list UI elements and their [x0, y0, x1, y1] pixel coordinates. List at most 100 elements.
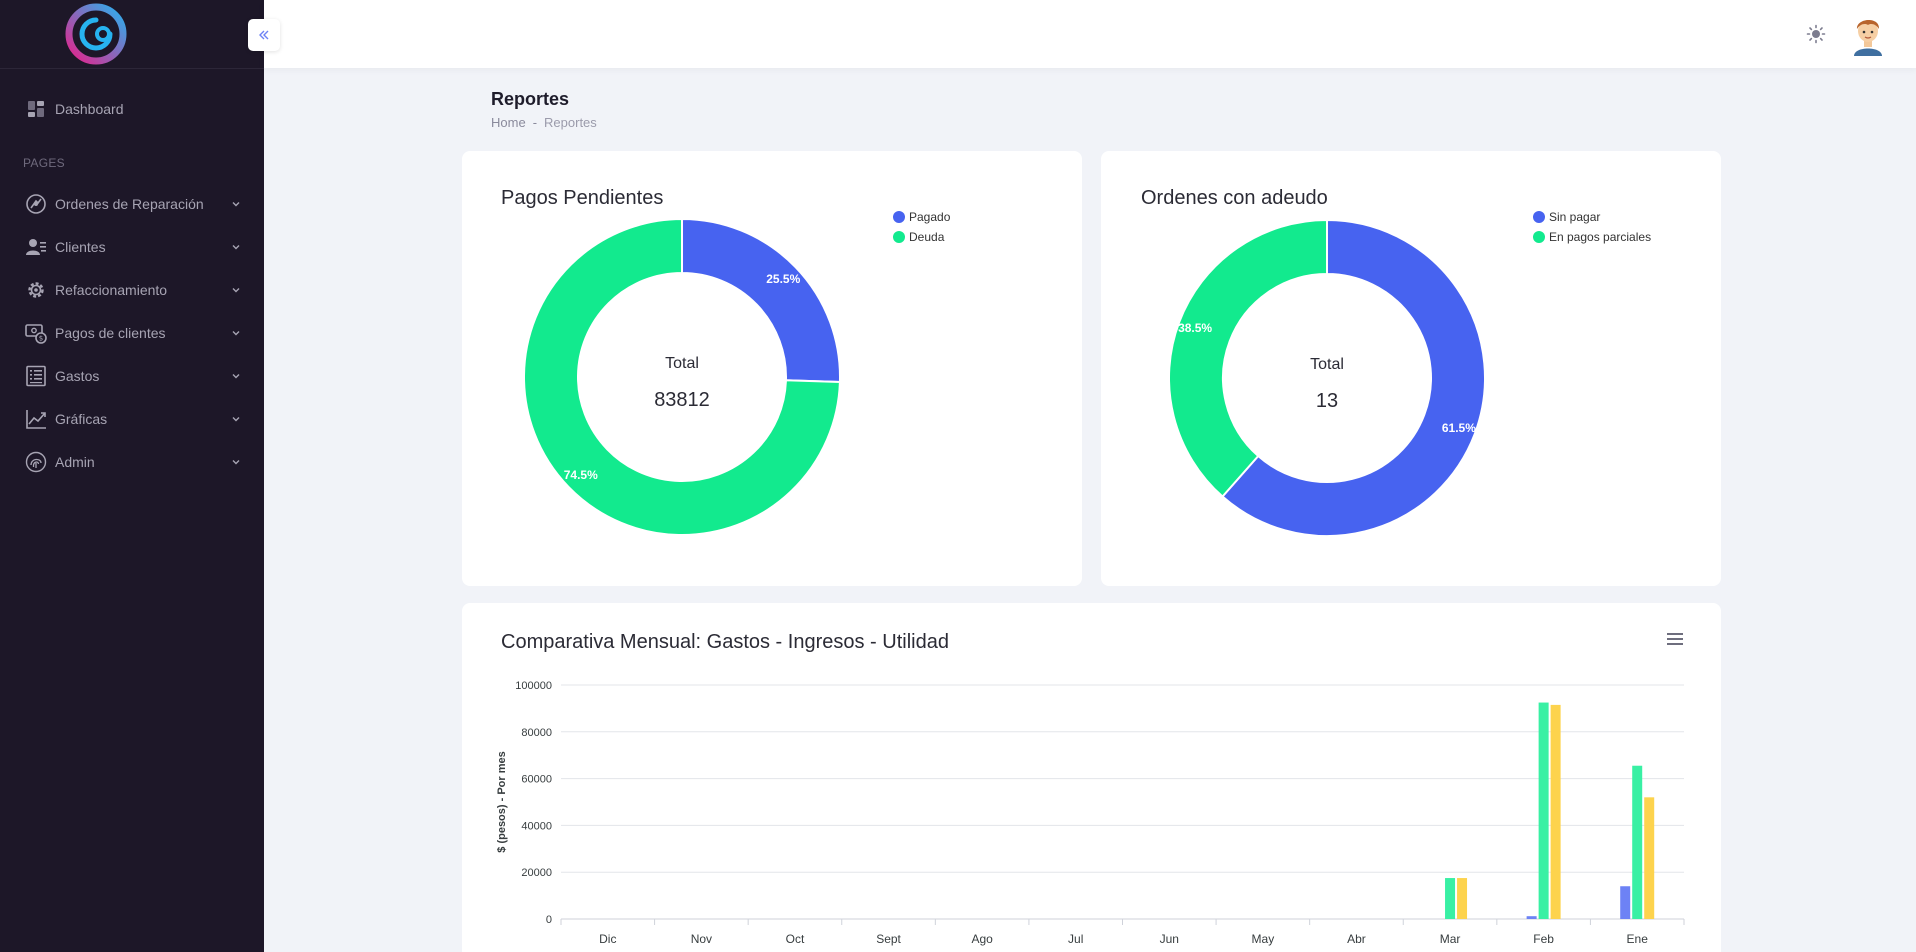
y-tick-label: 0 — [546, 914, 552, 926]
pagos-pendientes-card: Pagos Pendientes 25.5% 74.5% Total 83812 … — [462, 151, 1082, 586]
ordenes-adeudo-card: Ordenes con adeudo 61.5% 38.5% Total 13 S… — [1101, 151, 1721, 586]
legend-label: Pagado — [909, 210, 951, 224]
chart-legend: Sin pagar En pagos parciales — [1533, 207, 1651, 247]
donut-center-label: Total 13 — [1247, 356, 1407, 413]
app-logo[interactable] — [64, 2, 128, 66]
sidebar-item-pagos[interactable]: $ Pagos de clientes — [0, 311, 264, 354]
legend-item-pagos-parciales[interactable]: En pagos parciales — [1533, 227, 1651, 247]
sidebar-item-label: Admin — [55, 453, 95, 470]
bar[interactable] — [1644, 797, 1655, 919]
slice-value-label: 74.5% — [564, 468, 598, 482]
sun-icon — [1806, 24, 1826, 44]
page-title: Reportes — [491, 89, 570, 109]
legend-item-sin-pagar[interactable]: Sin pagar — [1533, 207, 1651, 227]
donut-center-value: 13 — [1315, 390, 1339, 412]
x-tick-label: Jul — [1068, 932, 1083, 946]
chevron-down-icon — [230, 284, 242, 296]
comparativa-mensual-card: Comparativa Mensual: Gastos - Ingresos -… — [462, 603, 1721, 952]
payments-icon: $ — [24, 321, 48, 345]
x-tick-label: Dic — [599, 932, 616, 946]
sidebar-item-graficas[interactable]: Gráficas — [0, 397, 264, 440]
y-axis-label: $ (pesos) - Por mes — [496, 751, 508, 852]
sidebar-item-ordenes[interactable]: Ordenes de Reparación — [0, 182, 264, 225]
donut-slice[interactable] — [1168, 218, 1328, 498]
chart-menu-button[interactable] — [1665, 629, 1685, 649]
donut-center-title: Total — [665, 355, 699, 372]
ordenes-adeudo-donut: 61.5% 38.5% — [1168, 218, 1486, 537]
legend-label: Sin pagar — [1549, 210, 1601, 224]
sidebar-item-clientes[interactable]: Clientes — [0, 225, 264, 268]
y-tick-label: 80000 — [521, 727, 552, 739]
sidebar-item-dashboard[interactable]: Dashboard — [0, 87, 264, 130]
bar[interactable] — [1550, 704, 1561, 919]
y-tick-label: 40000 — [521, 820, 552, 832]
bar[interactable] — [1457, 878, 1468, 919]
hamburger-menu-icon — [1667, 633, 1683, 645]
donut-slice[interactable] — [1221, 218, 1486, 537]
sidebar-item-label: Dashboard — [55, 100, 124, 117]
bar[interactable] — [1620, 886, 1631, 919]
fingerprint-icon — [24, 450, 48, 474]
legend-marker — [893, 231, 905, 243]
donut-center-title: Total — [1310, 356, 1344, 373]
legend-item-pagado[interactable]: Pagado — [893, 207, 950, 227]
legend-marker — [1533, 231, 1545, 243]
user-avatar[interactable] — [1846, 12, 1890, 56]
breadcrumb-home-link[interactable]: Home — [491, 115, 526, 130]
donut-slice[interactable] — [523, 217, 841, 536]
sidebar-item-label: Gastos — [55, 367, 100, 384]
chart-title: Comparativa Mensual: Gastos - Ingresos -… — [501, 631, 949, 653]
chevron-down-icon — [230, 241, 242, 253]
bar[interactable] — [1445, 878, 1456, 919]
expenses-icon — [24, 364, 48, 388]
y-tick-label: 60000 — [521, 774, 552, 786]
breadcrumb-separator: - — [532, 115, 538, 130]
chart-line-icon — [24, 407, 48, 431]
sidebar-item-label: Refaccionamiento — [55, 281, 168, 298]
sidebar-item-refaccionamiento[interactable]: Refaccionamiento — [0, 268, 264, 311]
y-tick-label: 20000 — [521, 867, 552, 879]
comparativa-bar-chart: 0 20000 40000 60000 80000 100000 $ (pesos) - P… — [496, 680, 1685, 946]
legend-label: En pagos parciales — [1549, 230, 1652, 244]
sidebar-item-admin[interactable]: Admin — [0, 440, 264, 483]
donut-center-label: Total 83812 — [602, 355, 762, 412]
bar[interactable] — [1526, 916, 1537, 919]
sidebar-item-label: Clientes — [55, 238, 106, 255]
theme-toggle-button[interactable] — [1804, 22, 1828, 46]
x-tick-label: Ago — [971, 932, 993, 946]
sidebar-collapse-button[interactable] — [248, 19, 280, 51]
svg-text:$: $ — [39, 334, 43, 342]
chevron-down-icon — [230, 198, 242, 210]
legend-marker — [1533, 211, 1545, 223]
sidebar-nav-pages: Ordenes de Reparación Clientes Refaccion… — [0, 182, 264, 483]
legend-label: Deuda — [909, 230, 945, 244]
repair-orders-icon — [24, 192, 48, 216]
sidebar-item-label: Pagos de clientes — [55, 324, 166, 341]
chevron-down-icon — [230, 413, 242, 425]
logo-bar — [0, 0, 264, 69]
chevron-down-icon — [230, 327, 242, 339]
slice-value-label: 61.5% — [1442, 421, 1476, 435]
chart-title: Ordenes con adeudo — [1141, 187, 1328, 209]
legend-marker — [893, 211, 905, 223]
bar[interactable] — [1632, 765, 1643, 919]
dashboard-icon — [24, 97, 48, 121]
x-tick-label: Nov — [691, 932, 712, 946]
chevron-down-icon — [230, 370, 242, 382]
clients-icon — [24, 235, 48, 259]
slice-value-label: 38.5% — [1178, 321, 1212, 335]
donut-slice[interactable] — [681, 217, 841, 383]
double-chevron-left-icon — [259, 30, 269, 40]
pagos-pendientes-donut: 25.5% 74.5% — [523, 217, 841, 536]
top-header — [264, 0, 1916, 68]
breadcrumb: Home - Reportes — [491, 115, 597, 130]
sidebar-item-gastos[interactable]: Gastos — [0, 354, 264, 397]
chart-legend: Pagado Deuda — [893, 207, 950, 247]
bar[interactable] — [1538, 702, 1549, 919]
sidebar-item-label: Gráficas — [55, 410, 108, 427]
legend-item-deuda[interactable]: Deuda — [893, 227, 950, 247]
x-tick-label: Abr — [1347, 932, 1366, 946]
sidebar-item-label: Ordenes de Reparación — [55, 195, 204, 212]
donut-center-value: 83812 — [654, 389, 710, 411]
x-tick-label: Mar — [1440, 932, 1461, 946]
